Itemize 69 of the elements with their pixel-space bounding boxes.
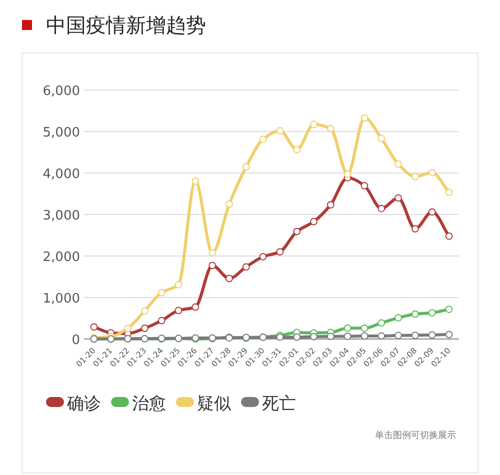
point (259, 253, 267, 260)
point (428, 309, 436, 316)
point (378, 204, 386, 212)
text: 单击图例可切换展示 (375, 430, 456, 441)
point (428, 331, 436, 339)
point (445, 330, 453, 338)
point (208, 249, 216, 257)
point (411, 310, 419, 318)
point (378, 134, 386, 142)
point (344, 170, 352, 178)
point (192, 177, 200, 185)
point (226, 200, 233, 208)
y-tick-label: 6,000 (42, 84, 80, 99)
point (411, 332, 419, 340)
legend-label: 治愈 (132, 394, 166, 414)
y-tick-label: 5,000 (42, 126, 80, 140)
point (293, 333, 301, 341)
point (428, 168, 436, 176)
point (90, 323, 98, 331)
point (208, 262, 216, 270)
point (174, 280, 182, 288)
y-tick-label: 2,000 (42, 250, 80, 265)
point (141, 307, 148, 314)
point (394, 332, 402, 340)
point (445, 306, 453, 313)
point (378, 319, 386, 327)
point (360, 332, 368, 340)
point (326, 201, 334, 208)
point (242, 163, 250, 171)
point (360, 114, 368, 122)
point (293, 228, 301, 236)
point (124, 324, 132, 332)
point (158, 288, 166, 296)
legend-label: 死亡 (262, 394, 296, 414)
point (242, 263, 250, 271)
point (394, 314, 402, 322)
point (310, 218, 318, 226)
y-tick-label: 4,000 (42, 167, 80, 182)
point (411, 172, 419, 180)
point (378, 332, 386, 340)
point (445, 232, 453, 240)
point (192, 303, 200, 311)
point (293, 146, 301, 154)
chart-title: 中国疫情新增趋势 (46, 13, 206, 37)
point (344, 332, 352, 340)
point (276, 248, 284, 256)
legend-label: 疑似 (197, 394, 231, 414)
point (276, 127, 284, 134)
point (226, 274, 233, 282)
point (360, 324, 368, 332)
y-tick-label: 1,000 (42, 292, 80, 306)
point (394, 194, 402, 202)
point (310, 120, 318, 128)
point (394, 160, 402, 168)
point (310, 332, 318, 340)
point (174, 306, 182, 314)
point (326, 124, 334, 132)
y-tick-label: 3,000 (42, 208, 80, 224)
point (344, 324, 352, 332)
y-tick-label: 0 (72, 333, 80, 348)
point (141, 324, 148, 332)
legend-label: 确诊 (66, 394, 101, 414)
point (326, 332, 334, 340)
point (445, 188, 453, 196)
point (428, 208, 436, 216)
point (360, 182, 368, 190)
point (411, 225, 419, 232)
point (158, 316, 166, 324)
point (259, 136, 267, 143)
